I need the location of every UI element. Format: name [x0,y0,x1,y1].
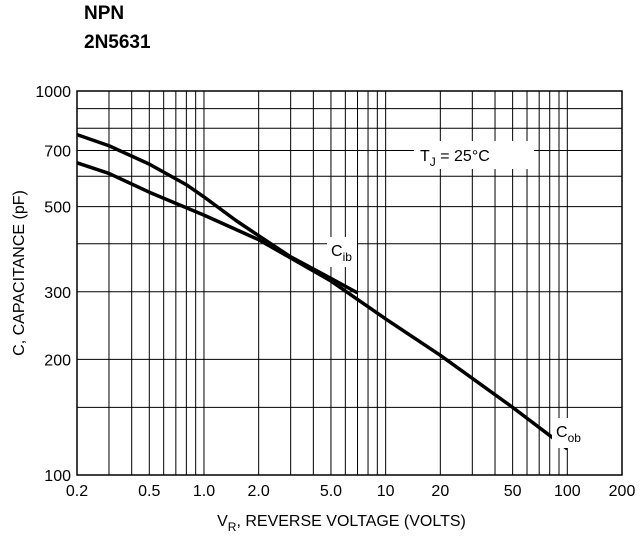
series-label-cob: Cob [556,424,581,445]
x-tick-label: 200 [609,483,636,500]
cob-label-bg [552,418,586,448]
x-tick-label: 1.0 [193,483,215,500]
y-tick-label: 200 [44,352,71,369]
series-label-cib: Cib [331,243,352,264]
y-tick-label: 700 [44,143,71,160]
grid [76,90,623,476]
x-tick-label: 0.5 [138,483,160,500]
x-tick-label: 100 [554,483,581,500]
part-type-label: NPN [84,3,125,24]
x-tick-label: 0.2 [66,483,88,500]
x-axis-label: VR, REVERSE VOLTAGE (VOLTS) [217,513,466,534]
x-tick-label: 10 [377,483,395,500]
part-number-label: 2N5631 [84,32,151,53]
x-tick-labels: 0.2 0.5 1.0 2.0 5.0 10 20 50 100 200 [66,483,636,500]
y-tick-label: 300 [44,285,71,302]
y-tick-labels: 100 200 300 500 700 1000 [35,84,71,485]
x-tick-label: 20 [431,483,449,500]
cib-label-bg [327,237,357,267]
y-axis-label: C, CAPACITANCE (pF) [11,190,28,356]
temperature-annotation-bg [414,141,534,169]
y-tick-label: 500 [44,200,71,217]
x-tick-label: 2.0 [248,483,270,500]
y-tick-label: 1000 [35,84,71,101]
x-tick-label: 5.0 [320,483,342,500]
plot-frame [76,90,623,476]
series-group [76,132,569,451]
series-line-cob [76,161,569,451]
series-line-cib [76,132,359,295]
x-tick-label: 50 [504,483,522,500]
temperature-annotation: TJ = 25°C [420,148,490,169]
y-tick-label: 100 [44,468,71,485]
